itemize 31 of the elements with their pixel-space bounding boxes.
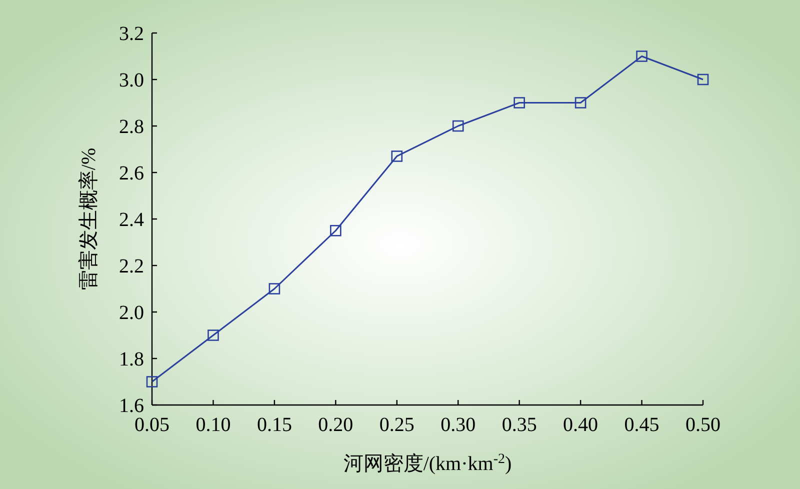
y-tick-label: 2.4 bbox=[119, 209, 144, 231]
point bbox=[697, 74, 709, 86]
point bbox=[514, 97, 525, 108]
x-axis-title: 河网密度/(km·km$^{-2}$) bbox=[343, 452, 512, 475]
point bbox=[330, 224, 342, 236]
y-tick-label: 3.0 bbox=[119, 70, 144, 92]
point bbox=[452, 120, 464, 132]
y-tick-label: 2.6 bbox=[119, 162, 144, 184]
y-tick-label: 1.6 bbox=[119, 395, 144, 417]
point bbox=[574, 97, 586, 108]
x-tick-label: 0.35 bbox=[502, 414, 537, 436]
y-axis-title: 雷害发生概率/% bbox=[77, 148, 100, 290]
point bbox=[391, 150, 403, 162]
point bbox=[636, 50, 648, 62]
x-tick-label: 0.30 bbox=[440, 414, 476, 436]
y-tick-label: 2.0 bbox=[119, 302, 144, 324]
x-tick-label: 0.15 bbox=[256, 414, 292, 436]
x-tick-label: 0.05 bbox=[134, 414, 170, 436]
y-tick-label: 2.2 bbox=[119, 256, 144, 278]
y-tick-label: 1.8 bbox=[119, 348, 144, 370]
x-tick-label: 0.25 bbox=[379, 414, 414, 436]
y-tick-label: 3.2 bbox=[119, 23, 144, 45]
point bbox=[146, 376, 158, 388]
point bbox=[208, 330, 219, 341]
y-tick-label: 2.8 bbox=[119, 116, 144, 138]
x-tick-label: 0.10 bbox=[196, 414, 231, 436]
point bbox=[268, 283, 280, 294]
x-tick-label: 0.50 bbox=[686, 414, 720, 436]
x-tick-label: 0.20 bbox=[318, 414, 354, 436]
x-tick-label: 0.45 bbox=[624, 414, 660, 436]
x-tick-label: 0.40 bbox=[563, 414, 598, 436]
